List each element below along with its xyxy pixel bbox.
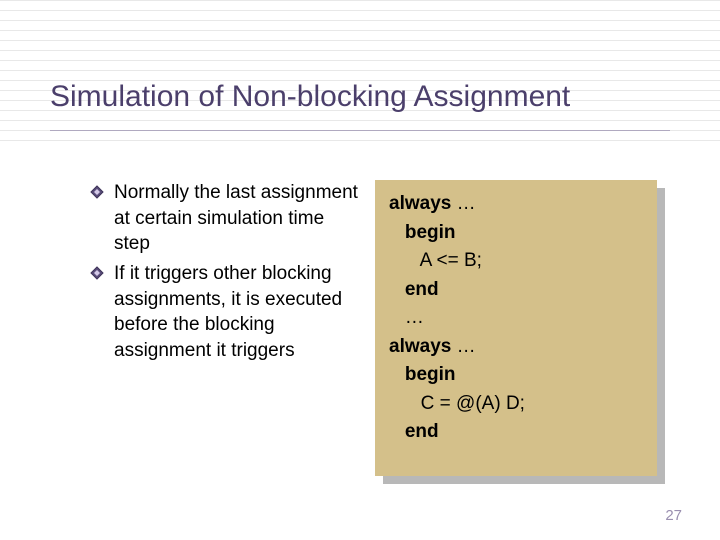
bullet-text: Normally the last assignment at certain … xyxy=(114,180,360,257)
code-line: end xyxy=(389,418,643,447)
page-number: 27 xyxy=(665,507,682,524)
list-item: If it triggers other blocking assignment… xyxy=(90,261,360,364)
bullet-list: Normally the last assignment at certain … xyxy=(90,180,360,367)
slide-title: Simulation of Non-blocking Assignment xyxy=(50,80,570,114)
list-item: Normally the last assignment at certain … xyxy=(90,180,360,257)
code-line: begin xyxy=(389,361,643,390)
title-underline xyxy=(50,130,670,131)
diamond-bullet-icon xyxy=(90,185,104,199)
code-line: begin xyxy=(389,219,643,248)
slide-container: Simulation of Non-blocking Assignment No… xyxy=(0,0,720,540)
code-line: end xyxy=(389,276,643,305)
code-line: always … xyxy=(389,190,643,219)
bullet-text: If it triggers other blocking assignment… xyxy=(114,261,360,364)
code-line: A <= B; xyxy=(389,247,643,276)
diamond-bullet-icon xyxy=(90,266,104,280)
code-box: always … begin A <= B; end … always … be… xyxy=(375,180,657,476)
code-line: … xyxy=(389,304,643,333)
code-line: C = @(A) D; xyxy=(389,390,643,419)
code-line: always … xyxy=(389,333,643,362)
